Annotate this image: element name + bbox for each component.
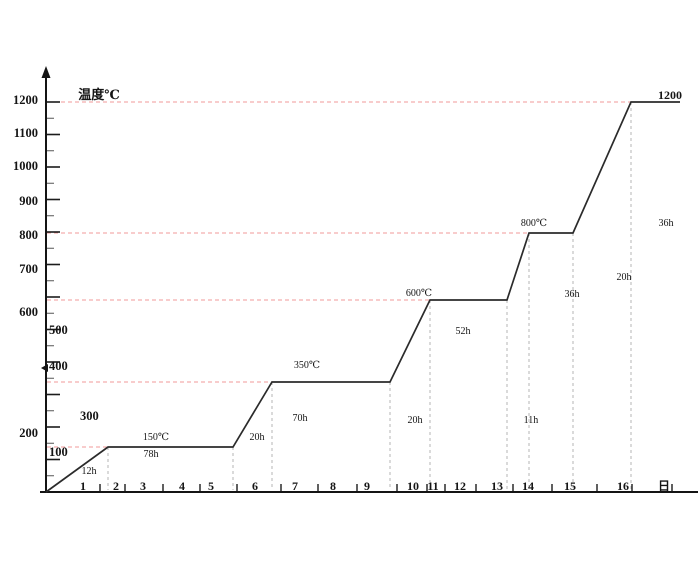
y-axis-label: 700 xyxy=(19,262,38,276)
y-axis-label: 500 xyxy=(49,323,68,337)
x-axis-day-label: 10 xyxy=(407,479,419,493)
x-axis-day-label: 4 xyxy=(179,479,185,493)
y-axis-label: 300 xyxy=(80,409,99,423)
chart-annotation: 78h xyxy=(144,449,159,460)
temperature-curve xyxy=(45,101,680,493)
chart-annotation: 12h xyxy=(82,466,97,477)
chart-annotation: 600℃ xyxy=(406,288,432,299)
x-axis-day-label: 3 xyxy=(140,479,146,493)
chart-annotation: 150℃ xyxy=(143,432,169,443)
x-axis-day-label: 13 xyxy=(491,479,503,493)
x-axis-day-label: 12 xyxy=(454,479,466,493)
x-axis-day-label: 5 xyxy=(208,479,214,493)
y-axis-label: 1000 xyxy=(13,159,38,173)
chart-annotation: 1200 xyxy=(658,88,682,102)
x-axis-day-label: 9 xyxy=(364,479,370,493)
chart-annotation: 20h xyxy=(250,432,265,443)
y-axis-label: 1200 xyxy=(13,93,38,107)
chart-annotation: 11h xyxy=(524,415,539,426)
y-axis-label: 800 xyxy=(19,228,38,242)
y-axis-label: 1100 xyxy=(14,126,38,140)
y-axis-label: 600 xyxy=(19,305,38,319)
x-axis-day-label: 7 xyxy=(292,479,298,493)
x-axis-day-label: 16 xyxy=(617,479,629,493)
x-axis-day-label: 日 xyxy=(658,479,670,493)
chart-annotation: 36h xyxy=(565,289,580,300)
chart-annotation: 52h xyxy=(456,326,471,337)
chart-annotation: 20h xyxy=(617,272,632,283)
chart-annotation: 36h xyxy=(659,218,674,229)
y-axis-label: 900 xyxy=(19,194,38,208)
x-axis-day-label: 2 xyxy=(113,479,119,493)
x-axis-day-label: 6 xyxy=(252,479,258,493)
y-axis-label: 200 xyxy=(19,426,38,440)
axis-arrow-up-icon xyxy=(41,66,51,78)
chart-annotation: 20h xyxy=(408,415,423,426)
x-axis-day-label: 8 xyxy=(330,479,336,493)
x-axis-day-label: 11 xyxy=(427,479,438,493)
chart-annotation: 350℃ xyxy=(294,360,320,371)
y-axis-label: 100 xyxy=(49,445,68,459)
chart-annotation: 800℃ xyxy=(521,218,547,229)
x-axis-day-label: 15 xyxy=(564,479,576,493)
chart-annotation: 70h xyxy=(293,413,308,424)
x-axis-day-label: 14 xyxy=(522,479,534,493)
chart-annotation: 温度℃ xyxy=(78,87,120,102)
x-axis-day-label: 1 xyxy=(80,479,86,493)
y-axis-label: 400 xyxy=(49,359,68,373)
axis-left-arrow-icon xyxy=(41,364,48,372)
